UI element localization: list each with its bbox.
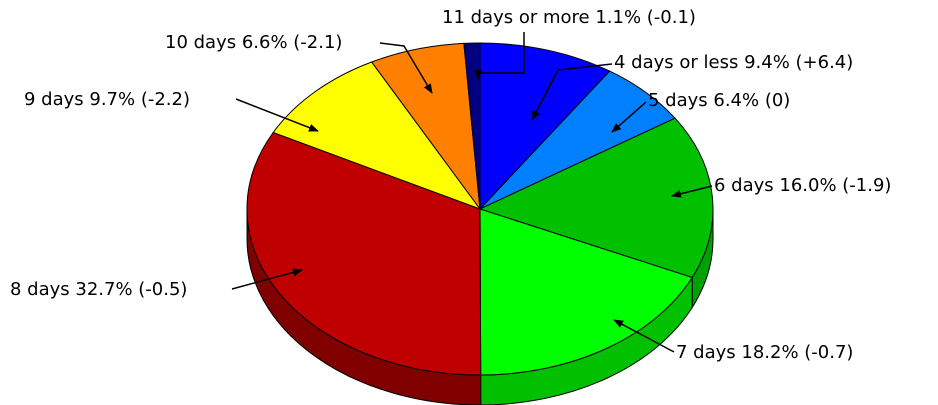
leader-arrow-5-days: [611, 101, 647, 133]
leader-arrow-6-days: [671, 185, 713, 198]
slice-label-11-days-or-more: 11 days or more 1.1% (-0.1): [442, 7, 696, 28]
pie-slice-9-days: [272, 61, 482, 211]
leader-arrow-4-days-or-less: [531, 63, 613, 121]
leader-arrow-9-days: [235, 98, 319, 132]
pie-slice-7-days: [479, 208, 693, 376]
pie-top-layer: [246, 42, 714, 376]
slice-label-8-days: 8 days 32.7% (-0.5): [10, 279, 187, 300]
slice-label-9-days: 9 days 9.7% (-2.2): [24, 89, 190, 110]
slice-label-6-days: 6 days 16.0% (-1.9): [714, 175, 891, 196]
pie-slice-11-days-or-more: [463, 42, 481, 210]
pie-slice-8-days: [246, 131, 482, 376]
pie-slice-4-days-or-less: [479, 42, 611, 211]
slice-label-10-days: 10 days 6.6% (-2.1): [165, 32, 342, 53]
leader-arrow-7-days: [613, 319, 675, 353]
slice-label-5-days: 5 days 6.4% (0): [648, 90, 790, 111]
leader-arrow-10-days: [379, 42, 433, 94]
leader-arrow-11-days-or-more: [474, 32, 525, 80]
leader-arrow-8-days: [231, 268, 303, 290]
slice-labels: 4 days or less 9.4% (+6.4) 5 days 6.4% (0…: [10, 7, 891, 363]
slice-label-7-days: 7 days 18.2% (-0.7): [676, 342, 853, 363]
leader-arrows: [231, 32, 713, 353]
slice-label-4-days-or-less: 4 days or less 9.4% (+6.4): [614, 52, 853, 73]
pie-slice-6-days: [478, 117, 714, 279]
